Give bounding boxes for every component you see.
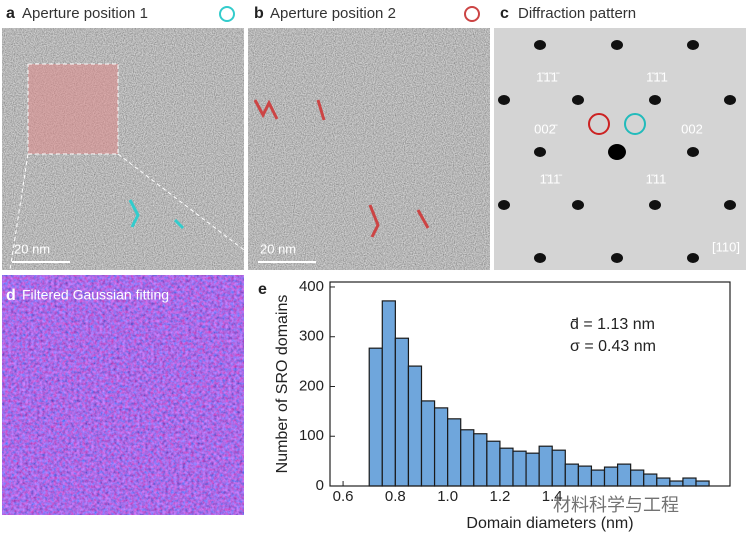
bar (577, 465, 593, 487)
diffraction-spot (724, 95, 736, 105)
spot-label: 1̄11̄ (540, 171, 563, 186)
diffraction-spot (649, 95, 661, 105)
bar (630, 469, 645, 487)
bar (460, 429, 475, 487)
y-tick-label: 100 (299, 427, 324, 444)
y-axis-label: Number of SRO domains (274, 295, 291, 474)
diffraction-spot (534, 253, 546, 263)
bar (512, 450, 527, 487)
panel-label: b (254, 5, 264, 22)
bar (682, 477, 697, 487)
zoom-box (27, 63, 119, 155)
y-tick-label: 400 (299, 278, 324, 295)
diffraction-spot (608, 144, 626, 160)
domain-marker (128, 199, 185, 230)
aperture-marker (588, 113, 610, 135)
x-tick-label: 1.4 (542, 488, 563, 505)
scale-bar-label: 20 nm (260, 241, 296, 256)
spot-label: 002̄ (534, 121, 558, 136)
panel-title: Diffraction pattern (518, 5, 636, 22)
x-tick-label: 0.8 (385, 488, 406, 505)
bar (669, 480, 684, 487)
x-axis-label: Domain diameters (nm) (466, 515, 633, 532)
bar (368, 347, 383, 487)
panel-label: a (6, 5, 15, 22)
diffraction-spot (498, 200, 510, 210)
bar (447, 418, 462, 487)
diffraction-spot (572, 200, 584, 210)
aperture-marker (624, 113, 646, 135)
bar (590, 469, 606, 487)
bar (538, 445, 553, 487)
bar (420, 400, 436, 487)
y-tick-label: 300 (299, 328, 324, 345)
aperture-icon (464, 6, 480, 22)
x-tick-label: 1.0 (437, 488, 458, 505)
bar (551, 449, 566, 487)
watermark: 材料科学与工程 (553, 495, 679, 515)
bar (394, 337, 410, 487)
x-tick-label: 0.6 (333, 488, 354, 505)
bar (473, 433, 488, 487)
bar (564, 463, 579, 487)
diffraction-spot (687, 147, 699, 157)
plot-frame (329, 281, 731, 487)
diffraction-spot (649, 200, 661, 210)
y-tick-label: 200 (299, 377, 324, 394)
bar (616, 463, 632, 487)
spot-label: 1̄11 (646, 171, 667, 186)
panel-title: Filtered Gaussian fitting (22, 287, 169, 303)
micrograph-b (248, 28, 490, 270)
annotation: σ = 0.43 nm (570, 338, 656, 355)
panel-label: c (500, 5, 509, 22)
bar (525, 452, 540, 487)
bar (381, 300, 396, 487)
bar (486, 440, 501, 487)
diffraction-spot (611, 40, 623, 50)
diffraction-spot (687, 40, 699, 50)
scale-bar-label: 20 nm (14, 241, 50, 256)
annotation: d̄ = 1.13 nm (570, 316, 655, 333)
bar (603, 466, 619, 487)
diffraction-spot (572, 95, 584, 105)
panel-title: Aperture position 1 (22, 5, 148, 22)
diffraction-spot (724, 200, 736, 210)
panel-label: e (258, 281, 267, 298)
bar (643, 473, 658, 487)
bar (499, 447, 514, 487)
zoom-line (9, 153, 29, 271)
zone-axis: [110] (712, 239, 740, 254)
diffraction-spot (534, 147, 546, 157)
diffraction-spot (687, 253, 699, 263)
bar (407, 365, 423, 487)
bar (695, 480, 710, 487)
spot-label: 1̄1̄1 (646, 69, 668, 84)
panel-title: Aperture position 2 (270, 5, 396, 22)
aperture-icon (219, 6, 235, 22)
diffraction-spot (498, 95, 510, 105)
gaussian-map (2, 275, 244, 515)
bar (656, 477, 671, 487)
diffraction-spot (611, 253, 623, 263)
spot-label: 1̄1̄1̄ (536, 69, 560, 84)
spot-label: 002 (681, 121, 703, 136)
y-tick-label: 0 (316, 477, 324, 494)
domain-marker (253, 99, 430, 238)
panel-label: d (6, 287, 16, 304)
diffraction-spot (534, 40, 546, 50)
x-tick-label: 1.2 (490, 488, 511, 505)
bar (433, 407, 449, 487)
zoom-line (117, 153, 245, 251)
